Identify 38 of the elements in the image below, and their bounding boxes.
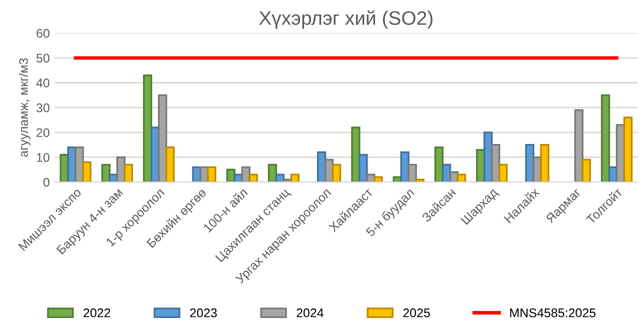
- bar: [491, 144, 500, 182]
- bar: [165, 146, 175, 182]
- y-tick-label: 40: [36, 78, 50, 88]
- bar: [124, 164, 134, 182]
- y-tick-label: 20: [36, 128, 50, 138]
- chart-title: Хүхэрлэг хий (SO2): [259, 10, 432, 29]
- bar: [332, 164, 342, 182]
- legend-label: 2024: [296, 308, 324, 318]
- y-tick-label: 30: [36, 103, 50, 112]
- bar: [142, 74, 152, 182]
- bar: [207, 166, 216, 182]
- bar: [248, 174, 258, 182]
- y-tick-label: 10: [36, 153, 50, 162]
- bar: [82, 161, 92, 182]
- bar: [456, 174, 466, 182]
- bar: [374, 176, 383, 182]
- bar: [574, 109, 584, 182]
- y-tick-label: 50: [36, 54, 50, 63]
- bar: [74, 146, 84, 182]
- bar: [158, 94, 168, 182]
- y-tick-label: 0: [43, 178, 50, 187]
- bar: [290, 174, 300, 182]
- bar: [351, 126, 360, 182]
- bar: [623, 116, 633, 182]
- bar: [415, 178, 424, 182]
- bar: [600, 94, 610, 182]
- bar: [241, 166, 250, 182]
- bar: [540, 144, 550, 182]
- bar: [582, 158, 591, 182]
- legend-label: 2022: [84, 308, 110, 318]
- y-tick-label: 60: [36, 28, 50, 38]
- legend-label: MNS4585:2025: [510, 308, 596, 318]
- y-axis-title: агууламж, мкг/м3: [18, 58, 30, 157]
- legend-label: 2023: [190, 308, 217, 318]
- legend-label: 2025: [403, 308, 430, 318]
- bar: [408, 164, 417, 182]
- bar: [498, 164, 508, 182]
- bar: [358, 154, 368, 182]
